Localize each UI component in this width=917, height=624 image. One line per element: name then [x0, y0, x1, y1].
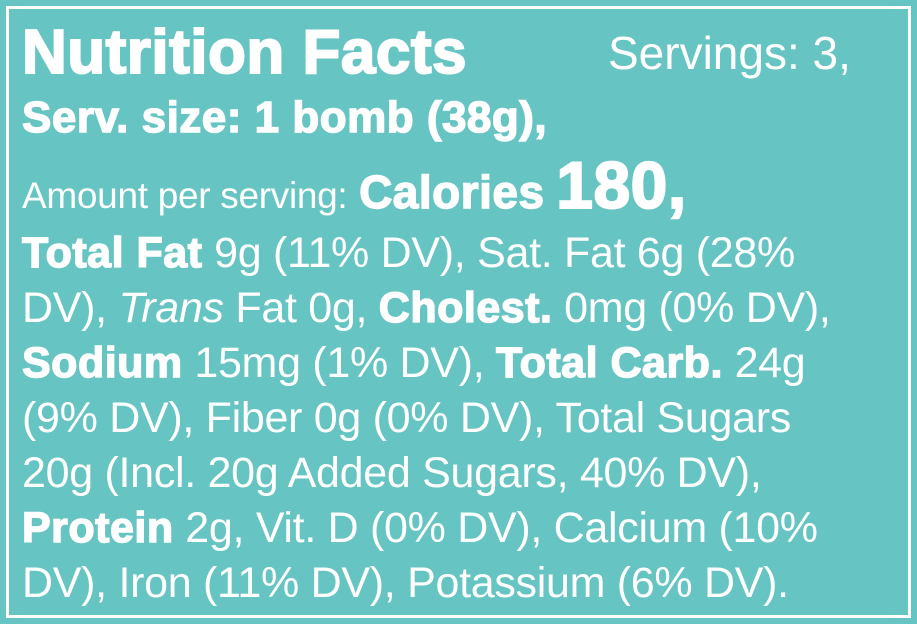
title: Nutrition Facts	[21, 18, 467, 87]
nutrient-line: Sodium 15mg (1% DV), Total Carb. 24g	[21, 339, 806, 387]
calories-value: 180,	[555, 148, 687, 222]
nutrient-name: Protein	[21, 504, 174, 552]
nutrient-text: 24g	[734, 339, 806, 387]
nutrient-name: Sodium	[21, 339, 183, 387]
serving-size: Serv. size: 1 bomb (38g),	[21, 93, 548, 142]
nutrient-line: 20g (Incl. 20g Added Sugars, 40% DV),	[22, 449, 762, 497]
nutrient-line: DV), Iron (11% DV), Potassium (6% DV).	[22, 562, 789, 605]
nutrient-text: (9% DV), Fiber 0g (0% DV), Total Sugars	[22, 394, 791, 442]
nutrient-text: DV),	[22, 284, 107, 332]
calories-line: Amount per serving: Calories 180,	[22, 151, 687, 219]
amount-per-serving: Amount per serving:	[22, 175, 348, 216]
nutrient-line: Protein 2g, Vit. D (0% DV), Calcium (10%	[21, 504, 818, 552]
nutrient-text: 2g, Vit. D (0% DV), Calcium (10%	[185, 504, 818, 552]
servings: Servings: 3,	[608, 27, 851, 79]
nutrient-name: Total Fat	[21, 229, 203, 277]
nutrient-text: Fat 0g,	[235, 284, 368, 332]
nutrient-text: 0mg (0% DV),	[564, 284, 831, 332]
nutrient-text: 9g (11% DV), Sat. Fat 6g (28%	[214, 229, 795, 277]
label-border	[6, 6, 911, 618]
nutrient-text: Trans	[118, 284, 224, 332]
nutrient-name: Cholest.	[378, 284, 553, 332]
calories-label: Calories	[358, 166, 545, 218]
nutrient-text: 15mg (1% DV),	[194, 339, 485, 387]
nutrient-text: DV), Iron (11% DV), Potassium (6% DV).	[22, 559, 789, 607]
nutrient-line: DV), Trans Fat 0g, Cholest. 0mg (0% DV),	[22, 284, 831, 332]
nutrient-name: Total Carb.	[495, 339, 723, 387]
nutrient-line: (9% DV), Fiber 0g (0% DV), Total Sugars	[22, 397, 791, 440]
nutrient-line: Total Fat 9g (11% DV), Sat. Fat 6g (28%	[21, 229, 795, 277]
nutrient-text: 20g (Incl. 20g Added Sugars, 40% DV),	[22, 449, 762, 497]
